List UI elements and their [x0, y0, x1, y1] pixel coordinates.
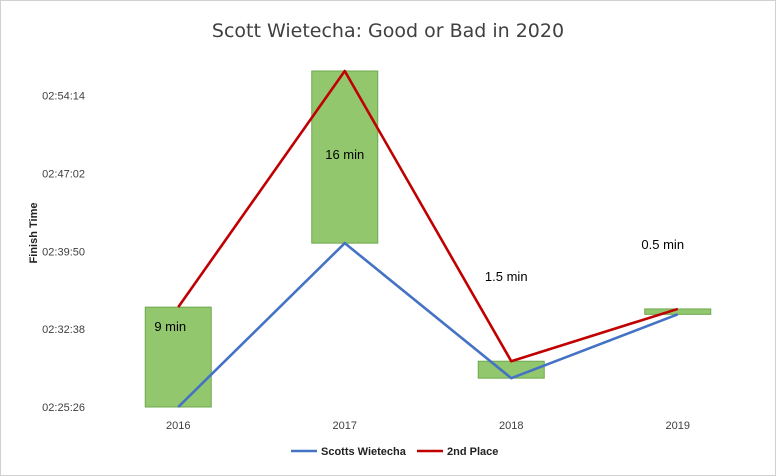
- chart-title: Scott Wietecha: Good or Bad in 2020: [212, 20, 564, 42]
- chart-marks: 02:25:26 02:32:38 02:39:50 02:47:02 02:54:14…: [42, 69, 712, 432]
- x-tick-label: 2016: [166, 420, 190, 432]
- gap-label: 0.5 min: [641, 237, 684, 252]
- y-tick-label: 02:25:26: [42, 402, 85, 414]
- x-tick-label: 2018: [499, 420, 523, 432]
- series-line-2nd-place: [177, 69, 679, 363]
- series-line-scotts-wietecha: [177, 241, 679, 408]
- legend-label-scotts-wietecha: Scotts Wietecha: [321, 446, 407, 458]
- gap-box: [144, 306, 212, 408]
- gap-box: [311, 70, 379, 244]
- x-tick-label: 2017: [333, 420, 357, 432]
- legend-label-2nd-place: 2nd Place: [447, 446, 498, 458]
- y-axis-label: Finish Time: [28, 203, 40, 264]
- y-tick-label: 02:47:02: [42, 168, 85, 180]
- gap-label: 1.5 min: [485, 269, 528, 284]
- x-tick-label: 2019: [666, 420, 690, 432]
- y-tick-label: 02:54:14: [42, 91, 85, 103]
- y-tick-label: 02:39:50: [42, 246, 85, 258]
- y-tick-label: 02:32:38: [42, 324, 85, 336]
- gap-label: 9 min: [154, 319, 186, 334]
- chart-legend: Scotts Wietecha 2nd Place: [291, 446, 498, 458]
- gap-label: 16 min: [325, 147, 364, 162]
